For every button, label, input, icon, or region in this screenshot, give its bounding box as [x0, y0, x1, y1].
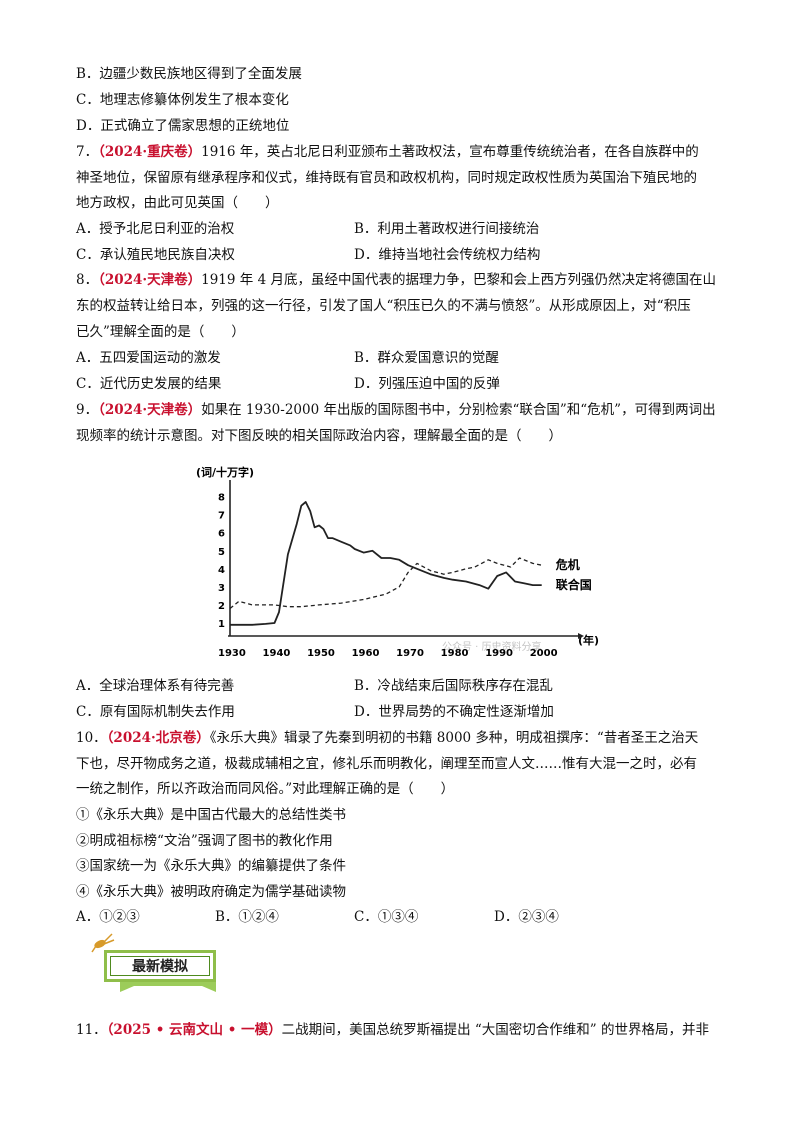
y-tick-label: 8: [218, 493, 225, 504]
q7-option-b: B．利用土著政权进行间接统治: [354, 221, 540, 237]
section-banner: 最新模拟: [90, 930, 230, 1010]
x-tick-label: 1960: [352, 648, 380, 659]
q10-option-a: A．①②③: [76, 909, 140, 925]
x-tick-label: 1940: [263, 648, 291, 659]
q8-option-d: D．列强压迫中国的反弹: [354, 376, 500, 392]
q10-statement-2: ②明成祖标榜“文治”强调了图书的教化作用: [76, 833, 333, 849]
q8-option-b: B．群众爱国意识的觉醒: [354, 350, 499, 366]
x-tick-label: 1950: [307, 648, 335, 659]
q7-option-d: D．维持当地社会传统权力结构: [354, 247, 541, 263]
watermark: 公众号 · 历史资料分享: [442, 640, 542, 653]
q10-text: 《永乐大典》辑录了先秦到明初的书籍 8000 多种，明成祖撰序：“昔者圣王之治天: [209, 730, 699, 746]
banner-frame: 最新模拟: [104, 950, 216, 982]
q9-option-c: C．原有国际机制失去作用: [76, 704, 235, 720]
q9-number: 9．: [76, 402, 99, 418]
y-tick-label: 1: [218, 619, 225, 630]
banner-decoration: [91, 933, 216, 992]
y-tick-label: 5: [218, 547, 225, 558]
q11-line-1: 11．（2025 • 云南文山 • 一模）二战期间，美国总统罗斯福提出 “大国密…: [76, 1020, 709, 1040]
q9-line-2: 现频率的统计示意图。对下图反映的相关国际政治内容，理解最全面的是（ ）: [76, 428, 562, 444]
q8-number: 8．: [76, 272, 99, 288]
x-axis-label: (年): [578, 633, 599, 647]
q8-line-2: 东的权益转让给日本，列强的这一行径，引发了国人“积压已久的不满与愤怒”。从形成原…: [76, 298, 691, 314]
q11-number: 11．: [76, 1022, 107, 1038]
x-tick-label: 1980: [441, 648, 469, 659]
x-tick-label: 1990: [485, 648, 513, 659]
q10-source: （2024·北京卷）: [106, 730, 210, 746]
q10-option-d: D．②③④: [494, 909, 559, 925]
q6-option-b: B．边疆少数民族地区得到了全面发展: [76, 66, 302, 82]
q10-line-1: 10．（2024·北京卷）《永乐大典》辑录了先秦到明初的书籍 8000 多种，明…: [76, 728, 698, 748]
q9-text: 如果在 1930-2000 年出版的国际图书中，分别检索“联合国”和“危机”，可…: [201, 402, 716, 418]
section-title: 最新模拟: [110, 956, 210, 976]
y-axis-label: (词/十万字): [196, 465, 254, 479]
q10-number: 10．: [76, 730, 107, 746]
q10-line-2: 下也，尽开物成务之道，极裁成辅相之宜，修礼乐而明教化，阐理至而宣人文……惟有大混…: [76, 756, 697, 772]
series-label: 危机: [555, 557, 580, 572]
q7-text: 1916 年，英占北尼日利亚颁布土著政权法，宣布尊重传统统治者，在各自族群中的: [201, 144, 699, 160]
q8-line-1: 8．（2024·天津卷）1919 年 4 月底，虽经中国代表的据理力争，巴黎和会…: [76, 270, 716, 290]
q10-statement-4: ④《永乐大典》被明政府确定为儒学基础读物: [76, 884, 346, 900]
q8-option-c: C．近代历史发展的结果: [76, 376, 222, 392]
q11-text: 二战期间，美国总统罗斯福提出 “大国密切合作维和” 的世界格局，并非: [281, 1022, 709, 1038]
y-tick-label: 4: [218, 565, 225, 576]
q10-statement-1: ①《永乐大典》是中国古代最大的总结性类书: [76, 807, 346, 823]
q9-option-b: B．冷战结束后国际秩序存在混乱: [354, 678, 553, 694]
series-line-un: [230, 501, 542, 626]
q8-source: （2024·天津卷）: [98, 272, 202, 288]
y-tick-label: 2: [218, 601, 225, 612]
q8-line-3: 已久”理解全面的是（ ）: [76, 324, 245, 340]
q9-option-a: A．全球治理体系有待完善: [76, 678, 235, 694]
q8-text: 1919 年 4 月底，虽经中国代表的据理力争，巴黎和会上西方列强仍然决定将德国…: [201, 272, 716, 288]
q9-option-d: D．世界局势的不确定性逐渐增加: [354, 704, 554, 720]
q7-line-1: 7．（2024·重庆卷）1916 年，英占北尼日利亚颁布土著政权法，宣布尊重传统…: [76, 142, 699, 162]
q7-option-c: C．承认殖民地民族自决权: [76, 247, 235, 263]
series-line-crisis: [229, 557, 542, 610]
y-tick-label: 3: [218, 583, 225, 594]
q10-option-c: C．①③④: [354, 909, 419, 925]
q6-option-c: C．地理志修纂体例发生了根本变化: [76, 92, 289, 108]
q6-option-d: D．正式确立了儒家思想的正统地位: [76, 118, 290, 134]
q9-line-1: 9．（2024·天津卷）如果在 1930-2000 年出版的国际图书中，分别检索…: [76, 400, 716, 420]
y-tick-label: 6: [218, 529, 225, 540]
q9-source: （2024·天津卷）: [98, 402, 202, 418]
q11-source: （2025 • 云南文山 • 一模）: [106, 1022, 282, 1038]
q7-line-2: 神圣地位，保留原有继承程序和仪式，维持既有官员和政权机构，同时规定政权性质为英国…: [76, 170, 697, 186]
x-axis-arrow: [578, 633, 584, 639]
q10-statement-3: ③国家统一为《永乐大典》的编纂提供了条件: [76, 858, 346, 874]
y-tick-label: 7: [218, 511, 225, 522]
x-tick-label: 2000: [530, 648, 558, 659]
q7-option-a: A．授予北尼日利亚的治权: [76, 221, 235, 237]
q10-option-b: B．①②④: [215, 909, 279, 925]
x-tick-label: 1970: [396, 648, 424, 659]
x-tick-label: 1930: [218, 648, 246, 659]
frequency-line-chart: (词/十万字) (年) 公众号 · 历史资料分享 1 2 3 4 5 6 7 8 1930 194…: [196, 465, 599, 659]
q7-line-3: 地方政权，由此可见英国（ ）: [76, 195, 279, 211]
q8-option-a: A．五四爱国运动的激发: [76, 350, 221, 366]
q7-source: （2024·重庆卷）: [98, 144, 202, 160]
q10-line-3: 一统之制作，所以齐政治而同风俗。”对此理解正确的是（ ）: [76, 781, 455, 797]
q7-number: 7．: [76, 144, 99, 160]
series-label: 联合国: [556, 577, 592, 592]
